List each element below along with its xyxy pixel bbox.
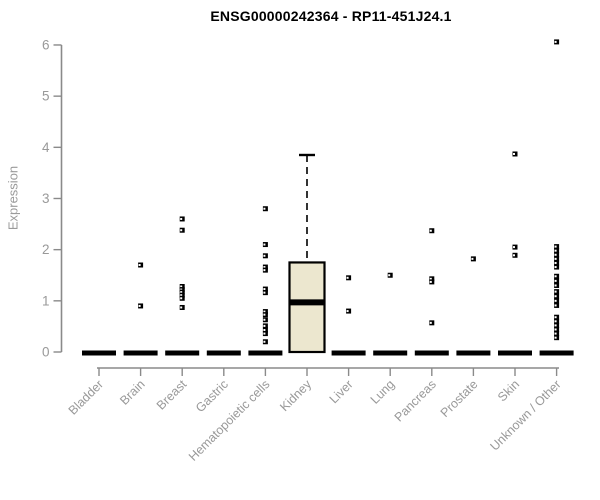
data-point-notch xyxy=(388,274,391,277)
data-point-notch xyxy=(554,290,557,293)
x-category-label: Bladder xyxy=(66,377,106,417)
data-point-notch xyxy=(180,294,183,297)
data-point-notch xyxy=(554,295,557,298)
y-tick-label: 4 xyxy=(42,140,50,155)
data-point-notch xyxy=(513,152,515,155)
y-tick-label: 1 xyxy=(42,293,50,308)
data-point-notch xyxy=(263,328,266,331)
data-point-notch xyxy=(554,266,557,269)
data-point-notch xyxy=(263,318,266,321)
data-point-notch xyxy=(346,310,349,313)
data-point-notch xyxy=(180,297,183,300)
chart-title: ENSG00000242364 - RP11-451J24.1 xyxy=(210,8,452,24)
y-tick-label: 3 xyxy=(42,191,50,206)
data-point-notch xyxy=(554,275,557,278)
data-point-notch xyxy=(554,336,557,339)
x-category-label: Gastric xyxy=(193,377,231,415)
data-point-notch xyxy=(180,285,183,288)
x-category-label: Skin xyxy=(495,377,522,404)
data-point-notch xyxy=(138,264,141,267)
data-point-notch xyxy=(554,324,557,327)
data-point-notch xyxy=(180,217,183,220)
x-category-label: Hematopoietic cells xyxy=(186,377,273,464)
data-point-notch xyxy=(513,254,515,257)
data-point-notch xyxy=(180,291,183,294)
data-point-notch xyxy=(554,320,557,323)
data-point-notch xyxy=(180,306,183,309)
collapsed-box-bar xyxy=(414,350,449,356)
data-point-notch xyxy=(554,332,557,335)
data-point-notch xyxy=(554,261,557,264)
data-point-notch xyxy=(554,328,557,331)
y-tick-label: 2 xyxy=(42,242,50,257)
data-point-notch xyxy=(263,254,266,257)
data-point-notch xyxy=(263,340,266,343)
data-point-notch xyxy=(263,288,266,291)
x-category-label: Pancreas xyxy=(392,377,439,424)
x-category-label: Brain xyxy=(117,377,148,408)
x-category-label: Lung xyxy=(368,377,398,407)
data-point-notch xyxy=(180,288,183,291)
data-point-notch xyxy=(513,246,515,249)
collapsed-box-bar xyxy=(165,350,200,356)
y-tick-label: 0 xyxy=(42,345,50,360)
collapsed-box-bar xyxy=(206,350,241,356)
data-point-notch xyxy=(263,332,266,335)
collapsed-box-bar xyxy=(248,350,283,356)
data-point-notch xyxy=(263,310,266,313)
collapsed-box-bar xyxy=(331,350,366,356)
data-point-notch xyxy=(554,316,557,319)
collapsed-box-bar xyxy=(539,350,574,356)
collapsed-box-bar xyxy=(123,350,158,356)
data-point-notch xyxy=(554,249,557,252)
data-point-notch xyxy=(263,269,266,272)
x-category-label: Unknown / Other xyxy=(487,377,563,453)
data-point-notch xyxy=(263,207,266,210)
data-point-notch xyxy=(554,40,557,43)
data-point-notch xyxy=(554,299,557,302)
data-point-notch xyxy=(554,284,557,287)
data-point-notch xyxy=(429,280,432,283)
collapsed-box-bar xyxy=(82,350,116,356)
box xyxy=(288,261,326,354)
median-line xyxy=(289,299,325,306)
data-point-notch xyxy=(554,253,557,256)
data-point-notch xyxy=(180,229,183,232)
y-tick-label: 5 xyxy=(42,89,50,104)
data-point-notch xyxy=(263,243,266,246)
x-category-label: Breast xyxy=(154,377,190,413)
data-point-notch xyxy=(554,279,557,282)
data-point-notch xyxy=(554,304,557,307)
data-point-notch xyxy=(346,276,349,279)
data-point-notch xyxy=(138,304,141,307)
data-point-notch xyxy=(263,313,266,316)
data-point-notch xyxy=(471,257,474,260)
data-point-notch xyxy=(554,245,557,248)
x-category-label: Prostate xyxy=(438,377,481,420)
collapsed-box-bar xyxy=(498,350,532,356)
data-point-notch xyxy=(429,321,432,324)
x-category-label: Liver xyxy=(327,377,356,406)
x-category-label: Kidney xyxy=(277,377,314,414)
collapsed-box-bar xyxy=(373,350,408,356)
data-point-notch xyxy=(263,266,266,269)
y-tick-label: 6 xyxy=(42,37,50,52)
data-point-notch xyxy=(263,324,266,327)
collapsed-box-bar xyxy=(456,350,491,356)
data-point-notch xyxy=(429,229,432,232)
data-point-notch xyxy=(263,291,266,294)
data-point-notch xyxy=(429,277,432,280)
data-point-notch xyxy=(554,257,557,260)
